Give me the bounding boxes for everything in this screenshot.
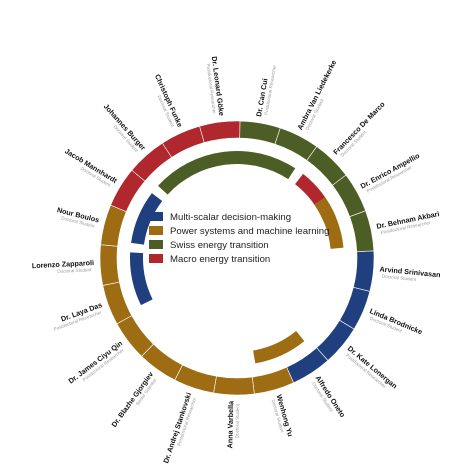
legend-label: Power systems and machine learning [170, 226, 329, 237]
member-role: Postdoctoral Researcher [206, 63, 217, 114]
member-label: Anna Varbella Doctoral Student [225, 400, 240, 449]
legend-label: Multi-scalar decision-making [170, 212, 291, 223]
ring-segment [352, 250, 375, 292]
inner-arc [253, 331, 305, 364]
member-name: Dr. James Ciyu Qin [67, 339, 125, 386]
inner-arc [314, 197, 344, 249]
legend-swatch [149, 226, 163, 235]
legend: Multi-scalar decision-making Power system… [149, 212, 329, 265]
member-name: Anna Varbella [225, 400, 235, 449]
member-name: Francesco De Marco [331, 99, 387, 156]
legend-swatch [149, 240, 163, 249]
ring-segment [239, 120, 281, 145]
member-role: Doctoral Student [57, 267, 92, 274]
member-role: Doctoral Student [382, 274, 417, 282]
ring-segment [100, 204, 127, 247]
ring-segment [349, 210, 375, 253]
ring-segment [102, 281, 133, 325]
legend-swatch [149, 254, 163, 263]
member-role: Doctoral Student [234, 403, 240, 438]
ring-segment [161, 125, 205, 158]
member-name: Dr. Enrico Ampellio [359, 151, 422, 191]
ring-segment [213, 375, 255, 396]
inner-arc [129, 252, 153, 306]
member-name: Dr. Andrej Stankovski [161, 391, 193, 464]
member-name: Dr. Kate Lonergan [346, 344, 399, 391]
ring-segment [199, 120, 241, 143]
inner-arcs [129, 151, 344, 364]
inner-arc [131, 193, 163, 245]
member-name: Jacob Mannhardt [63, 146, 119, 185]
ring-segment [174, 364, 217, 394]
inner-arc [158, 151, 296, 195]
member-name: Johannes Burger [102, 102, 148, 152]
member-name: Alfredo Oneto [314, 374, 348, 420]
ring-segment [99, 244, 120, 286]
ring-segment [251, 366, 295, 395]
member-name: Dr. Blazhe Gjorgiev [109, 370, 155, 429]
legend-swatch [149, 212, 163, 221]
outer-ring [99, 120, 375, 396]
member-name: Lorenzo Zapparoli [32, 258, 95, 270]
legend-label: Swiss energy transition [170, 240, 269, 251]
member-name: Ambra Van Liedekerke [295, 58, 338, 131]
legend-label: Macro energy transition [170, 254, 270, 265]
